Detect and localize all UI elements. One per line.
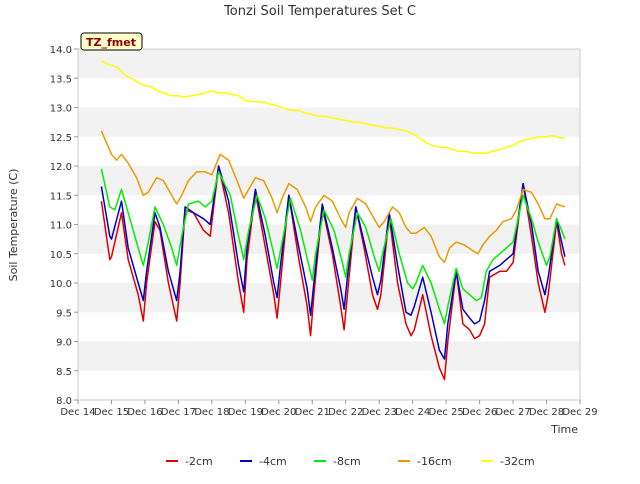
grid-band [78, 283, 580, 313]
legend-label-minus-16cm: -16cm [417, 455, 452, 468]
chart-title: Tonzi Soil Temperatures Set C [223, 4, 416, 19]
grid-band [78, 341, 580, 371]
legend-label-minus-32cm: -32cm [500, 455, 535, 468]
badge-label: TZ_fmet [86, 36, 136, 49]
series-line-minus-2cm [100, 165, 566, 381]
x-tick-label: Dec 22 [328, 407, 363, 418]
grid-band [78, 49, 580, 79]
y-tick-label: 9.0 [56, 338, 72, 349]
x-tick-label: Dec 20 [261, 407, 296, 418]
y-tick-label: 10.0 [50, 279, 72, 290]
y-tick-label: 13.0 [50, 104, 72, 115]
x-tick-label: Dec 28 [529, 407, 564, 418]
grid-band [78, 166, 580, 196]
grid-band [78, 370, 580, 400]
x-tick-label: Dec 16 [127, 407, 162, 418]
y-tick-label: 9.5 [56, 308, 72, 319]
y-tick-label: 14.0 [50, 45, 72, 56]
y-tick-label: 13.5 [50, 74, 72, 85]
grid-band [78, 312, 580, 342]
badge-box [80, 32, 143, 51]
y-axis-ticks: 8.0 8.5 9.0 9.5 10.0 10.5 11.0 11.5 12.0 12.5 13.0… [50, 45, 78, 407]
tz-fmet-badge: TZ_fmet [80, 32, 143, 51]
series-line-minus-16cm [100, 130, 566, 264]
grid-band [78, 136, 580, 166]
legend-label-minus-8cm: -8cm [333, 455, 361, 468]
y-tick-label: 12.5 [50, 133, 72, 144]
series-line-minus-4cm [100, 165, 566, 360]
y-tick-label: 10.5 [50, 250, 72, 261]
x-tick-label: Dec 14 [60, 407, 95, 418]
series-line-minus-8cm [100, 168, 566, 325]
x-tick-label: Dec 15 [94, 407, 129, 418]
y-tick-label: 11.0 [50, 221, 72, 232]
series-line-minus-32cm [101, 60, 565, 154]
x-axis-label: Time [550, 423, 578, 436]
y-tick-label: 12.0 [50, 162, 72, 173]
legend: -2cm -4cm -8cm -16cm -32cm [166, 455, 535, 468]
legend-label-minus-2cm: -2cm [185, 455, 213, 468]
x-tick-label: Dec 26 [462, 407, 497, 418]
x-tick-label: Dec 27 [495, 407, 530, 418]
y-axis-label: Soil Temperature (C) [7, 169, 20, 282]
legend-label-minus-4cm: -4cm [259, 455, 287, 468]
grid-band [78, 253, 580, 283]
x-tick-label: Dec 23 [362, 407, 397, 418]
x-tick-label: Dec 17 [161, 407, 196, 418]
grid-band [78, 78, 580, 108]
plot-background-bands [78, 49, 580, 400]
x-tick-label: Dec 29 [562, 407, 597, 418]
series-lines [100, 60, 566, 381]
y-tick-label: 8.5 [56, 367, 72, 378]
x-tick-label: Dec 18 [194, 407, 229, 418]
x-tick-label: Dec 19 [228, 407, 263, 418]
y-tick-label: 8.0 [56, 396, 72, 407]
y-tick-label: 11.5 [50, 191, 72, 202]
x-tick-label: Dec 24 [395, 407, 430, 418]
x-tick-label: Dec 25 [429, 407, 464, 418]
x-tick-label: Dec 21 [295, 407, 330, 418]
grid-band [78, 107, 580, 137]
